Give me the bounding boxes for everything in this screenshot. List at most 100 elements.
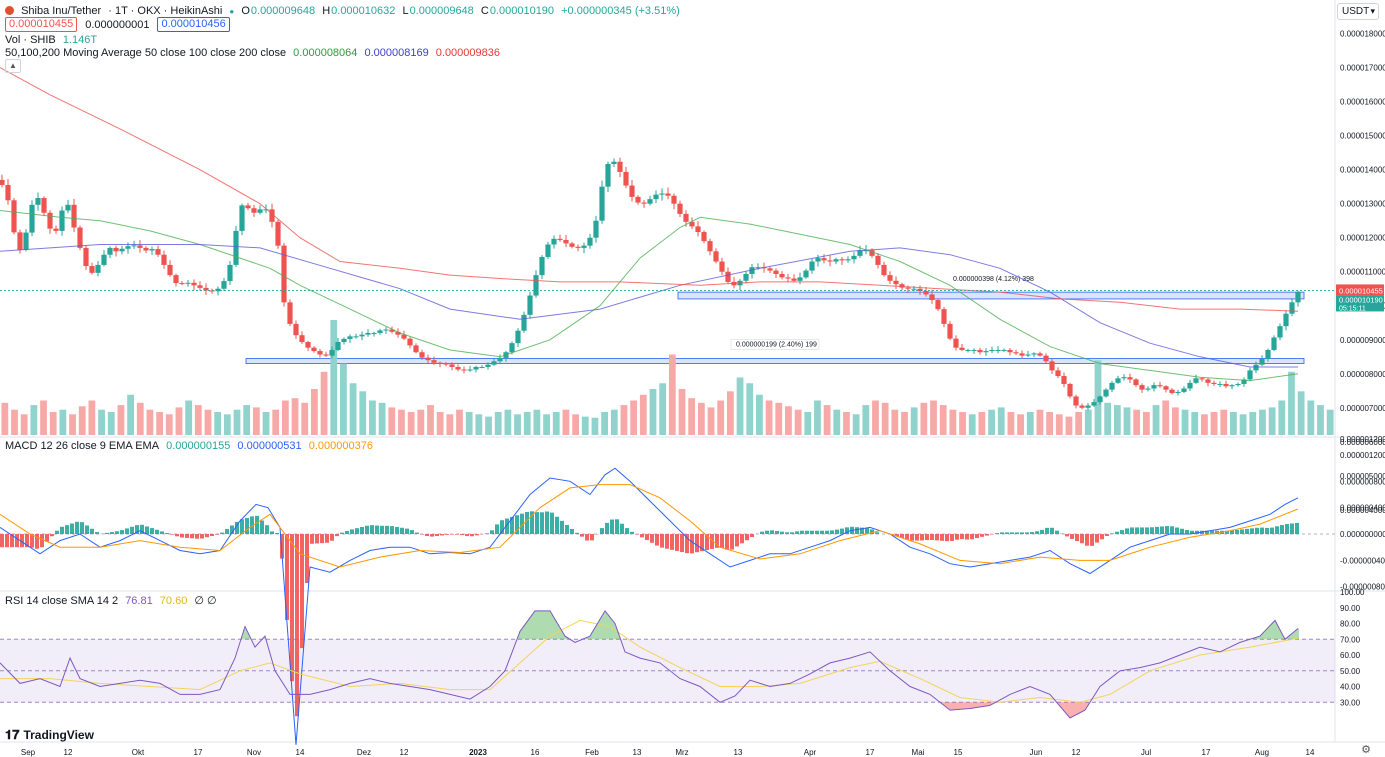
macd-histogram-bar [405, 528, 409, 535]
candle-body [173, 275, 179, 284]
ohlc-c-label: C [480, 5, 489, 17]
candle-body [563, 239, 569, 244]
macd-histogram-bar [315, 534, 319, 544]
candle-body [287, 302, 293, 324]
candle-body [515, 330, 521, 344]
candle-body [419, 352, 425, 358]
settings-gear-icon[interactable]: ⚙ [1361, 744, 1371, 756]
macd-histogram-bar [340, 532, 344, 535]
macd-histogram-bar [0, 534, 4, 548]
volume-legend[interactable]: Vol · SHIB 1.146T [5, 33, 101, 47]
macd-histogram-bar [1295, 522, 1299, 535]
macd-histogram-bar [630, 531, 634, 535]
time-axis-tick-label: Sep [21, 748, 36, 757]
rsi-axis-tick-label: 30.00 [1340, 698, 1361, 707]
symbol-name[interactable]: Shiba Inu/Tether [21, 5, 102, 17]
macd-histogram-bar [75, 521, 79, 535]
price-axis-tick-label: 0.000009000 [1340, 336, 1385, 345]
candle-body [1295, 292, 1301, 303]
volume-bar [552, 412, 560, 435]
volume-bar [204, 409, 212, 435]
volume-bar [601, 412, 609, 435]
volume-bar [233, 409, 241, 435]
macd-histogram-bar [775, 530, 779, 535]
volume-bar [127, 394, 134, 435]
macd-histogram-bar [580, 534, 584, 537]
collapse-legend-button[interactable]: ▲ [5, 59, 21, 73]
macd-histogram-bar [1185, 529, 1189, 535]
macd-histogram-bar [1235, 529, 1239, 535]
candle-body [473, 366, 479, 370]
candle-body [893, 280, 899, 285]
candle-body [191, 282, 197, 286]
candle-body [611, 161, 617, 165]
macd-histogram-bar [1040, 529, 1044, 535]
macd-histogram-bar [280, 534, 284, 559]
currency-select[interactable]: USDT [1337, 3, 1379, 20]
candle-body [857, 250, 863, 256]
candle-body [1055, 370, 1061, 377]
ohlc-change: +0.000000345 (+3.51%) [561, 5, 680, 17]
price-axis-tick-label: 0.000014000 [1340, 166, 1385, 175]
macd-histogram-bar [65, 525, 69, 535]
candle-body [1001, 349, 1007, 351]
macd-histogram-bar [465, 534, 469, 537]
candle-body [647, 199, 653, 204]
candle-body [923, 290, 929, 295]
ma-legend[interactable]: 50,100,200 Moving Average 50 close 100 c… [5, 46, 504, 60]
macd-histogram-bar [900, 534, 904, 538]
candle-body [755, 267, 761, 269]
macd-histogram-bar [510, 516, 514, 535]
candle-body [497, 357, 503, 362]
macd-histogram-bar [1010, 532, 1014, 535]
candle-body [875, 255, 881, 265]
rsi-extra-value: ∅ ∅ [194, 595, 217, 607]
macd-histogram-bar [135, 525, 139, 535]
buy-price-button[interactable]: 0.000010456 [157, 17, 230, 32]
macd-histogram-bar [45, 534, 49, 542]
volume-bar [765, 400, 773, 435]
live-dot-icon: ● [229, 7, 235, 16]
volume-bar [40, 400, 47, 435]
volume-bar [301, 402, 309, 435]
macd-histogram-bar [180, 534, 184, 538]
symbol-legend[interactable]: Shiba Inu/Tether · 1T · OKX · HeikinAshi… [5, 4, 684, 19]
macd-histogram-bar [640, 534, 644, 538]
macd-histogram-bar [1095, 534, 1099, 543]
candle-body [653, 194, 659, 200]
candle-body [623, 171, 629, 186]
rsi-legend[interactable]: RSI 14 close SMA 14 2 76.81 70.60 ∅ ∅ [5, 594, 221, 608]
volume-bar [1317, 405, 1324, 435]
time-axis-tick-label: 2023 [469, 748, 487, 757]
volume-bar [514, 414, 521, 435]
resistance-zone [677, 291, 1305, 300]
macd-histogram-bar [20, 534, 24, 548]
ohlc-h-label: H [322, 5, 331, 17]
candle-body [89, 266, 95, 273]
volume-bar [659, 383, 667, 435]
candle-body [1139, 385, 1145, 390]
volume-bar [707, 407, 715, 435]
macd-histogram-bar [835, 529, 839, 535]
macd-legend[interactable]: MACD 12 26 close 9 EMA EMA 0.000000155 0… [5, 439, 377, 453]
candle-body [143, 247, 149, 251]
candle-body [1073, 396, 1079, 406]
macd-histogram-bar [615, 519, 619, 535]
tradingview-logo[interactable]: 𝟏𝟕 TradingView [5, 727, 94, 743]
volume-bar [1230, 412, 1237, 435]
candle-body [539, 256, 545, 276]
candle-body [1019, 353, 1025, 356]
volume-bar [165, 414, 173, 435]
macd-histogram-bar [155, 529, 159, 535]
candle-body [161, 254, 167, 265]
candle-body [479, 366, 485, 368]
macd-histogram-bar [935, 534, 939, 541]
candle-body [1097, 396, 1103, 403]
candle-body [1217, 383, 1223, 385]
volume-bar [1268, 407, 1276, 435]
volume-bar [610, 409, 618, 435]
sell-price-button[interactable]: 0.000010455 [5, 17, 78, 32]
volume-bar [1142, 412, 1150, 435]
macd-histogram-bar [325, 534, 329, 543]
